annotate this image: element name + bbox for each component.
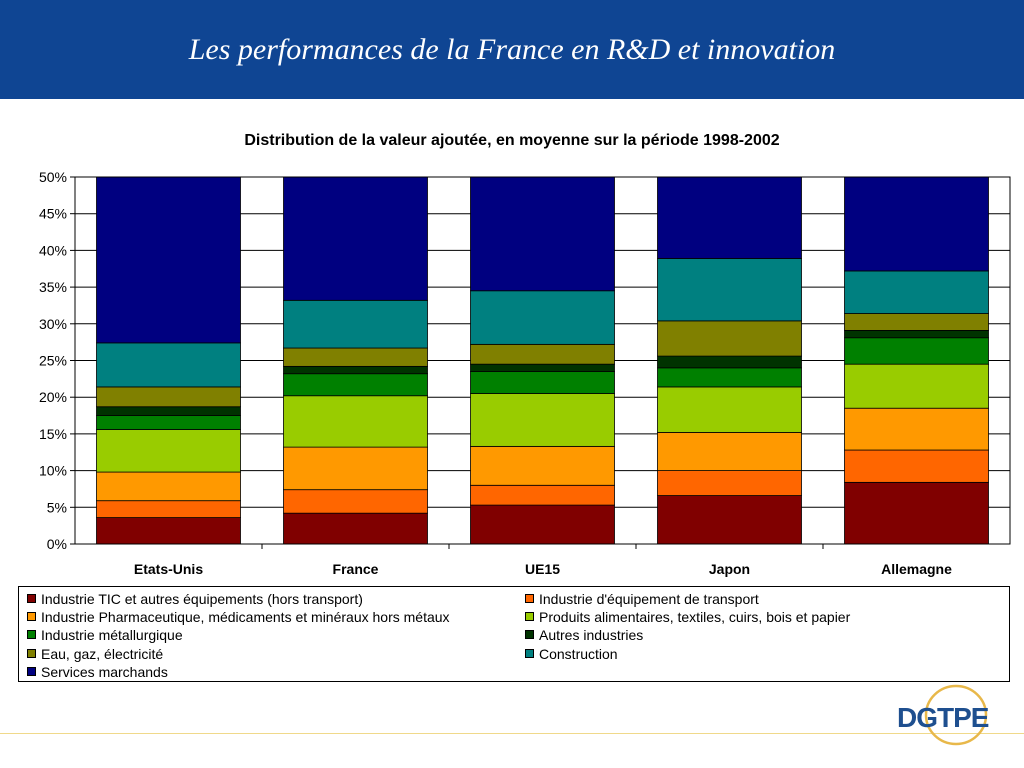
bar-segment [283, 176, 428, 301]
bar-segment [470, 176, 615, 292]
bar-segment [844, 176, 989, 272]
bar-segment [470, 504, 615, 545]
bar-segment [283, 395, 428, 448]
bars-layer [96, 176, 989, 545]
bar-segment [657, 386, 802, 433]
bar-segment [283, 299, 428, 349]
bar-segment [96, 406, 241, 416]
x-tick-label: Allemagne [881, 561, 952, 577]
y-tick-label: 50% [39, 169, 67, 185]
legend-label: Autres industries [539, 627, 644, 644]
bar-segment [657, 176, 802, 259]
axis-layer: 0% 5% 10% 15% 20% 25% 30% 35% 40% 45% 50% Etats-Uni… [39, 169, 1011, 577]
bar-segment [96, 386, 241, 408]
bar-segment [470, 371, 615, 394]
legend-swatch [27, 630, 36, 640]
dgtpe-logo: DGTPE [893, 682, 1003, 748]
page-title: Les performances de la France en R&D et … [188, 33, 836, 66]
x-tick-label: Etats-Unis [134, 561, 203, 577]
legend-label: Construction [539, 645, 618, 662]
legend-label: Industrie TIC et autres équipements (hor… [41, 591, 363, 607]
y-tick-label: 5% [47, 499, 67, 515]
legend-swatch [27, 612, 36, 622]
bar-segment [283, 489, 428, 514]
bar-segment [283, 347, 428, 367]
y-tick-label: 20% [39, 389, 67, 405]
legend-swatch [525, 612, 534, 622]
legend-label: Industrie Pharmaceutique, médicaments et… [41, 609, 450, 626]
bar-segment [844, 337, 989, 365]
y-tick-label: 0% [47, 536, 67, 552]
bar-segment [470, 445, 615, 486]
y-tick-label: 40% [39, 242, 67, 258]
y-tick-label: 10% [39, 463, 67, 479]
footer-divider [0, 733, 1024, 734]
bar-segment [470, 393, 615, 447]
bar-segment [470, 484, 615, 506]
y-tick-label: 30% [39, 316, 67, 332]
legend-label: Industrie métallurgique [41, 627, 183, 644]
legend-label: Industrie d'équipement de transport [539, 591, 759, 607]
stacked-bar-chart: 0% 5% 10% 15% 20% 25% 30% 35% 40% 45% 50% Etats-Uni… [39, 169, 1011, 577]
bar-segment [96, 342, 241, 388]
bar-segment [470, 363, 615, 372]
bar-segment [96, 517, 241, 545]
bar-segment [283, 373, 428, 397]
bar-segment [96, 500, 241, 518]
x-tick-label: France [333, 561, 379, 577]
plot-area [74, 176, 1011, 545]
chart-legend: Industrie TIC et autres équipements (hor… [18, 586, 1010, 682]
bar-segment [657, 470, 802, 496]
bar-segment [657, 495, 802, 545]
legend-swatch [525, 594, 534, 603]
bar-segment [96, 429, 241, 473]
bar-segment [844, 363, 989, 409]
bar-segment [844, 449, 989, 483]
legend-swatch [525, 630, 534, 640]
x-tick-label: UE15 [525, 561, 560, 577]
bar-segment [657, 367, 802, 388]
bar-segment [283, 446, 428, 491]
bar-segment [844, 313, 989, 331]
legend-swatch [27, 666, 36, 676]
bar-segment [657, 258, 802, 322]
bar-segment [96, 471, 241, 502]
legend-label: Produits alimentaires, textiles, cuirs, … [539, 609, 851, 626]
y-tick-label: 35% [39, 279, 67, 295]
bar-segment [657, 320, 802, 357]
y-tick-label: 15% [39, 426, 67, 442]
bar-segment [283, 365, 428, 375]
legend-label: Services marchands [41, 663, 168, 680]
bar-segment [96, 415, 241, 430]
y-tick-label: 25% [39, 353, 67, 369]
legend-swatch [525, 648, 534, 658]
bar-segment [844, 330, 989, 339]
bar-segment [470, 290, 615, 345]
bar-segment [844, 481, 989, 545]
legend-swatch [27, 594, 36, 603]
bar-segment [470, 343, 615, 365]
bar-segment [657, 355, 802, 369]
bar-segment [844, 407, 989, 451]
y-tick-label: 45% [39, 206, 67, 222]
bar-segment [283, 512, 428, 545]
bar-segment [657, 432, 802, 472]
legend-label: Eau, gaz, électricité [41, 645, 164, 662]
chart-title: Distribution de la valeur ajoutée, en mo… [244, 132, 780, 149]
x-tick-label: Japon [709, 561, 750, 577]
header-banner: Les performances de la France en R&D et … [0, 0, 1024, 99]
bar-segment [844, 270, 989, 314]
bar-segment [96, 176, 241, 344]
legend-swatch [27, 648, 36, 658]
